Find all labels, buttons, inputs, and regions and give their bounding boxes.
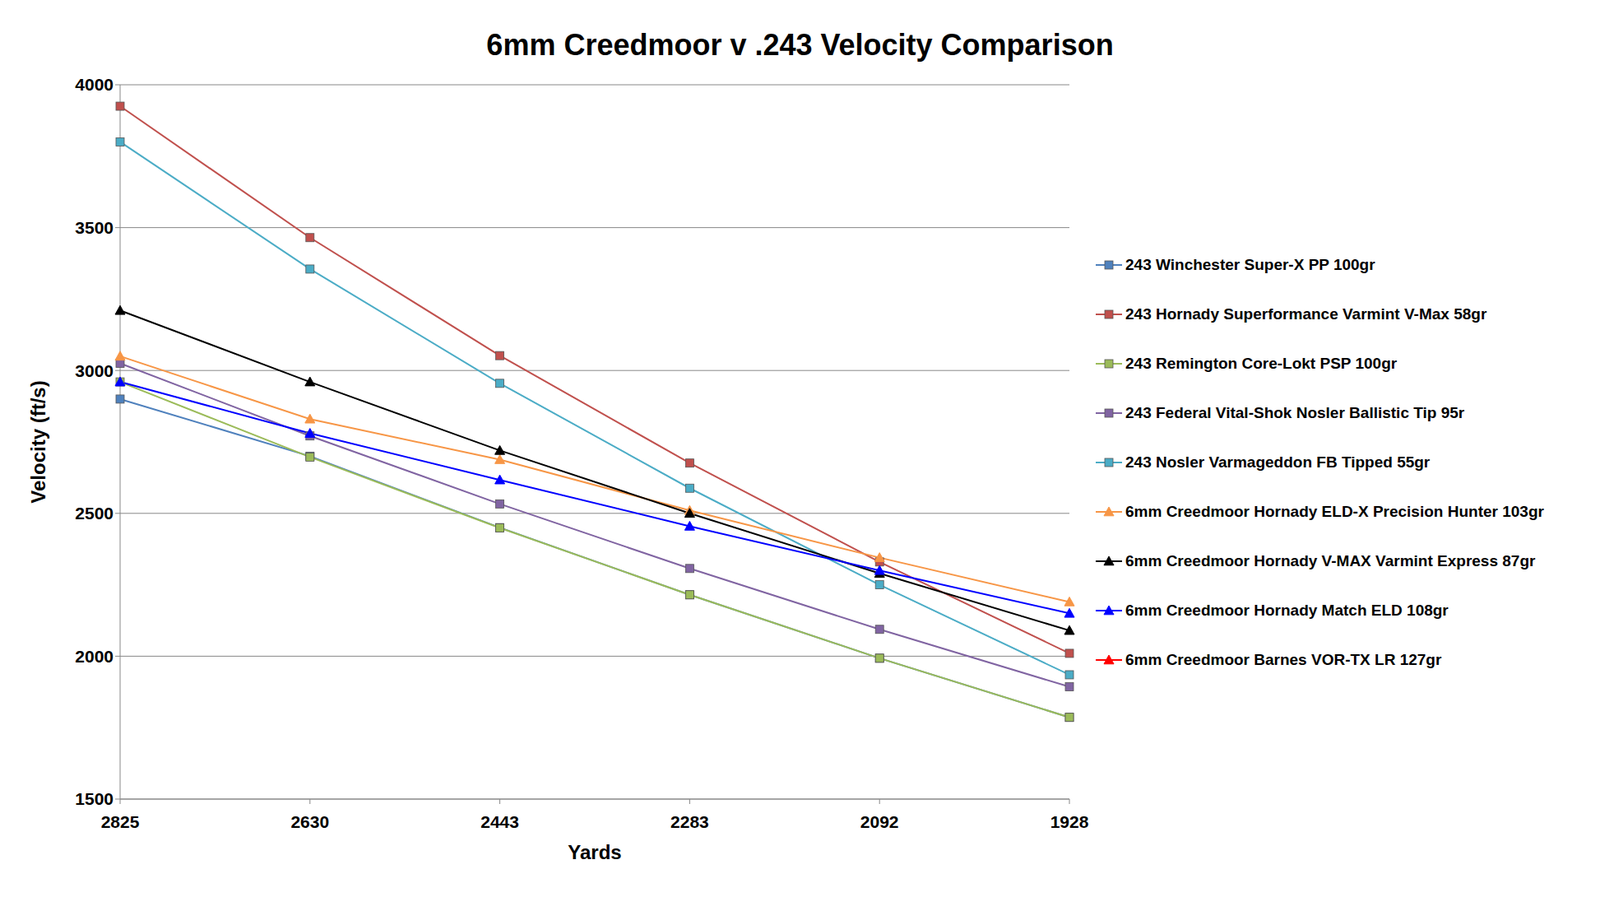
- svg-text:1928: 1928: [1050, 811, 1090, 831]
- html-text:6mm Creedmoor v .243 Velocity: 6mm Creedmoor v .243 Velocity Comparison: [486, 27, 1114, 62]
- svg-text:2092: 2092: [860, 811, 900, 831]
- html-text:243 Federal Vital-Shok Nosler: 243 Federal Vital-Shok Nosler Ballistic …: [1125, 403, 1465, 422]
- svg-text:4000: 4000: [74, 74, 114, 94]
- html-text:243 Hornady Superformance Varm: 243 Hornady Superformance Varmint V-Max …: [1125, 305, 1487, 323]
- svg-text:1500: 1500: [74, 788, 114, 808]
- html-text:6mm Creedmoor Hornady Match EL: 6mm Creedmoor Hornady Match ELD 108gr: [1125, 601, 1449, 619]
- svg-text:2443: 2443: [480, 811, 520, 831]
- svg-text:Velocity (ft/s): Velocity (ft/s): [27, 380, 50, 503]
- html-text:6mm Creedmoor Hornady V-MAX Va: 6mm Creedmoor Hornady V-MAX Varmint Expr…: [1125, 551, 1536, 570]
- svg-text:2283: 2283: [670, 811, 710, 831]
- svg-text:3000: 3000: [74, 361, 114, 381]
- svg-text:3500: 3500: [74, 217, 114, 237]
- html-text:243 Nosler Varmageddon FB Tipp: 243 Nosler Varmageddon FB Tipped 55gr: [1125, 453, 1430, 471]
- svg-text:2825: 2825: [101, 811, 140, 831]
- html-text:6mm Creedmoor Barnes VOR-TX LR: 6mm Creedmoor Barnes VOR-TX LR 127gr: [1125, 650, 1442, 668]
- html-text:243 Winchester Super-X PP 100g: 243 Winchester Super-X PP 100gr: [1125, 255, 1376, 274]
- svg-text:2500: 2500: [74, 503, 114, 523]
- html-text:6mm Creedmoor Hornady ELD-X Pr: 6mm Creedmoor Hornady ELD-X Precision Hu…: [1125, 502, 1544, 520]
- svg-text:2000: 2000: [74, 646, 114, 666]
- html-text:243 Remington Core-Lokt PSP 10: 243 Remington Core-Lokt PSP 100gr: [1125, 354, 1397, 372]
- svg-text:Yards: Yards: [567, 840, 622, 863]
- svg-text:2630: 2630: [290, 811, 330, 831]
